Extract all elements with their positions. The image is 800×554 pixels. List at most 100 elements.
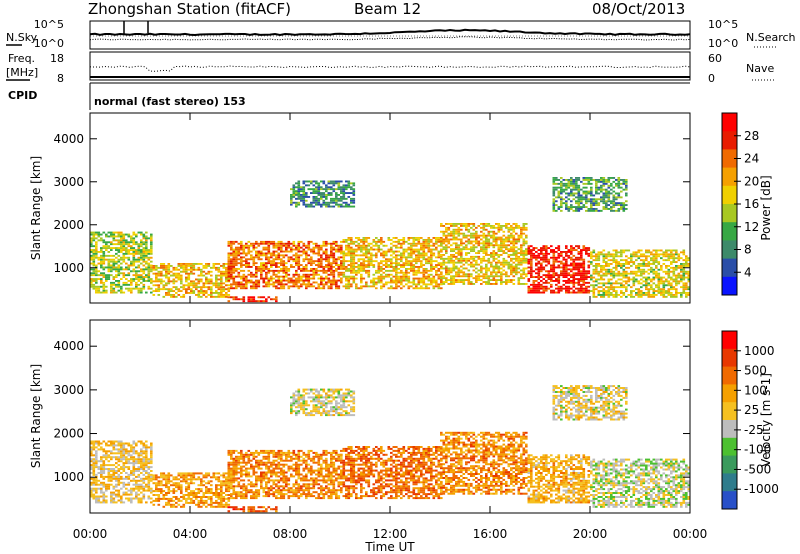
power-cell <box>352 188 356 191</box>
cpid-label: CPID <box>8 89 37 102</box>
power-cell <box>475 281 478 283</box>
power-cell <box>555 278 558 280</box>
power-cell <box>452 223 456 225</box>
power-cell <box>260 240 263 243</box>
power-cell <box>487 275 491 278</box>
power-cell <box>537 260 541 263</box>
power-cell <box>580 280 583 282</box>
power-cell <box>502 242 506 245</box>
power-cell <box>335 192 338 194</box>
power-cell <box>620 249 623 252</box>
power-cell <box>602 282 606 285</box>
power-cell <box>120 245 123 248</box>
power-cell <box>447 283 451 285</box>
power-cell <box>127 283 131 286</box>
power-cell <box>275 242 278 245</box>
power-cell <box>212 266 216 269</box>
power-cell <box>520 257 523 260</box>
power-cell <box>395 283 398 286</box>
power-cell <box>292 248 296 251</box>
power-cell <box>110 231 113 234</box>
velocity-cell <box>112 487 116 490</box>
power-cell <box>487 223 491 225</box>
power-cell <box>397 279 401 282</box>
power-cell <box>235 275 238 278</box>
power-cell <box>602 261 606 263</box>
power-cell <box>497 226 501 229</box>
power-cell <box>580 251 583 253</box>
power-cell <box>377 264 381 266</box>
power-cell <box>315 246 318 249</box>
power-cell <box>335 268 338 270</box>
power-cell <box>670 266 673 269</box>
power-cell <box>260 252 263 255</box>
power-cell <box>582 196 586 199</box>
power-cell <box>95 243 98 246</box>
power-cell <box>657 278 661 281</box>
power-cell <box>505 273 508 276</box>
power-cell <box>477 234 481 237</box>
power-cell <box>357 254 361 257</box>
power-cell <box>595 255 598 258</box>
power-cell <box>565 291 568 294</box>
power-cell <box>167 265 171 267</box>
power-cell <box>182 288 186 291</box>
power-cell <box>592 179 596 181</box>
power-cell <box>197 274 201 277</box>
power-cell <box>680 251 683 254</box>
power-cell <box>655 272 658 275</box>
power-cell <box>322 188 326 191</box>
power-cell <box>145 291 148 294</box>
power-cell <box>147 252 151 255</box>
power-cell <box>450 277 453 280</box>
velocity-cell <box>90 495 93 498</box>
power-cell <box>217 282 221 285</box>
power-cell <box>545 276 548 278</box>
power-cell <box>92 258 96 261</box>
power-cell <box>282 269 286 272</box>
power-cell <box>377 275 381 278</box>
power-cell <box>592 208 596 210</box>
power-cell <box>665 284 668 287</box>
power-cell <box>487 277 491 280</box>
power-cell <box>377 262 381 265</box>
power-cell <box>137 264 141 267</box>
power-cell <box>240 248 243 251</box>
power-cell <box>340 281 343 284</box>
power-cell <box>547 247 551 249</box>
power-cell <box>565 192 568 195</box>
power-cell <box>235 262 238 265</box>
power-cell <box>237 273 241 276</box>
power-cell <box>432 275 436 278</box>
power-cell <box>197 292 201 294</box>
power-cell <box>505 281 508 283</box>
power-cell <box>185 270 188 273</box>
power-cell <box>202 282 206 285</box>
power-cell <box>322 277 326 280</box>
power-cell <box>265 246 268 249</box>
power-cell <box>565 254 568 257</box>
power-cell <box>647 251 651 254</box>
velocity-cell <box>110 495 113 498</box>
power-cell <box>275 285 278 288</box>
power-cell <box>672 280 676 283</box>
power-cell <box>600 180 603 183</box>
power-cell <box>417 237 421 239</box>
power-cell <box>582 278 586 280</box>
power-cell <box>110 283 113 286</box>
power-cell <box>327 188 331 191</box>
power-cell <box>240 260 243 263</box>
power-cell <box>360 258 363 261</box>
power-cell <box>247 273 251 276</box>
power-cell <box>660 292 663 294</box>
power-cell <box>567 254 571 257</box>
power-cell <box>492 246 496 249</box>
power-cell <box>520 244 523 247</box>
colorbar-tick-label: 16 <box>744 197 759 211</box>
power-cell <box>430 266 433 268</box>
power-cell <box>307 258 311 261</box>
power-cell <box>297 192 301 194</box>
power-cell <box>142 254 146 257</box>
power-cell <box>355 240 358 243</box>
power-cell <box>135 241 138 244</box>
